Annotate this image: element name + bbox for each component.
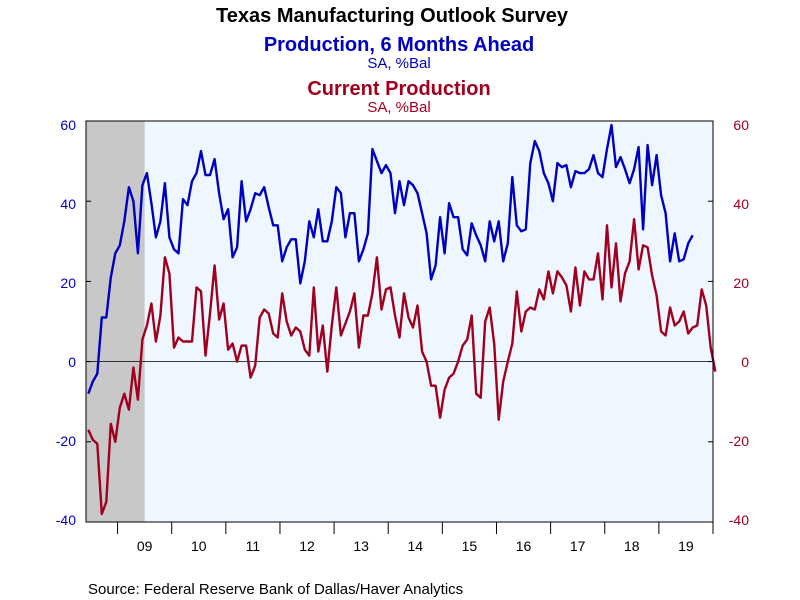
x-tick-label: 17 (570, 538, 586, 554)
series-subtitle-current-production: SA, %Bal (367, 99, 430, 116)
x-axis-labels: 09 10 11 12 13 14 15 16 17 18 19 (137, 538, 694, 554)
x-tick-label: 10 (191, 538, 207, 554)
y-right-tick: 40 (733, 196, 749, 212)
y-left-tick: 60 (60, 117, 76, 133)
y-axis-right: 60 40 20 0 -20 -40 (729, 117, 749, 528)
x-tick-label: 16 (516, 538, 532, 554)
y-right-tick: 20 (733, 275, 749, 291)
y-axis-left: 60 40 20 0 -20 -40 (56, 117, 76, 528)
y-right-tick: -40 (729, 512, 749, 528)
x-tick-label: 13 (353, 538, 369, 554)
y-left-tick: 0 (68, 354, 76, 370)
y-left-tick: -40 (56, 512, 76, 528)
chart-title: Texas Manufacturing Outlook Survey (216, 5, 569, 27)
y-right-tick: 60 (733, 117, 749, 133)
series-line-current-production (87, 217, 717, 516)
recession-shading (86, 121, 145, 522)
y-right-tick: -20 (729, 433, 749, 449)
series-line-production-6-months-ahead (87, 123, 694, 395)
series-lines (87, 123, 717, 516)
x-tick-label: 11 (246, 538, 261, 554)
y-left-tick: -20 (56, 433, 76, 449)
series-title-current-production: Current Production (307, 78, 490, 100)
y-right-tick: 0 (741, 354, 749, 370)
x-tick-label: 12 (299, 538, 315, 554)
y-left-tick: 40 (60, 196, 76, 212)
series-title-production-ahead: Production, 6 Months Ahead (264, 34, 534, 56)
x-tick-label: 18 (624, 538, 640, 554)
x-tick-label: 14 (407, 538, 423, 554)
x-tick-label: 15 (462, 538, 478, 554)
series-subtitle-production-ahead: SA, %Bal (367, 55, 430, 72)
source-note: Source: Federal Reserve Bank of Dallas/H… (88, 581, 463, 598)
x-tick-label: 09 (137, 538, 153, 554)
y-left-tick: 20 (60, 275, 76, 291)
x-tick-label: 19 (678, 538, 694, 554)
